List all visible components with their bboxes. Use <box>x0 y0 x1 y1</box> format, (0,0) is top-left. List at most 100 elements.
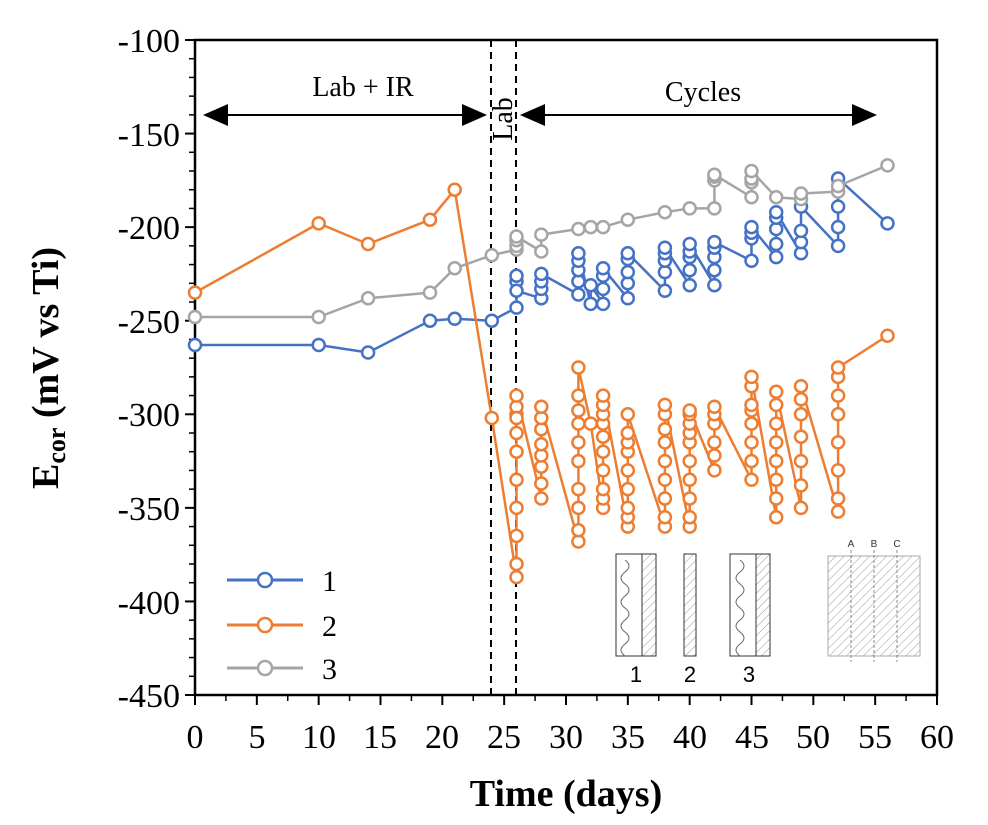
data-point-2 <box>509 556 524 572</box>
y-axis-title-rest: (mV vs Ti) <box>25 247 67 428</box>
data-point-2 <box>620 481 636 497</box>
cycles-label: Cycles <box>665 77 741 108</box>
x-tick-label: 10 <box>302 719 336 756</box>
data-point-2 <box>595 481 611 497</box>
x-axis-title: Time (days) <box>470 773 662 815</box>
data-point-2 <box>768 491 784 506</box>
data-point-2 <box>620 500 636 516</box>
data-point-1 <box>534 266 549 282</box>
data-point-1 <box>360 345 376 360</box>
specimen-1-mesh <box>620 559 630 657</box>
lab-ir-label: Lab + IR <box>312 72 414 103</box>
legend-marker-2 <box>256 616 274 634</box>
y-tick-label: -150 <box>118 117 180 154</box>
data-point-2 <box>657 453 673 469</box>
x-tick-label: 5 <box>249 719 266 756</box>
data-point-2 <box>768 472 784 488</box>
data-point-2 <box>707 463 722 478</box>
data-point-2 <box>360 236 376 252</box>
x-tick-label: 55 <box>858 719 892 756</box>
data-point-2 <box>768 416 784 431</box>
x-tick-label: 15 <box>363 719 397 756</box>
cycles-arrow-right <box>852 104 877 126</box>
data-point-1 <box>793 223 809 239</box>
data-point-1 <box>830 238 846 254</box>
data-point-1 <box>509 300 524 315</box>
data-point-3 <box>620 212 636 227</box>
x-tick-label: 0 <box>187 719 204 756</box>
data-point-1 <box>484 313 500 328</box>
data-point-2 <box>595 463 611 478</box>
data-point-1 <box>509 268 524 284</box>
specimen-1-plate <box>641 553 657 657</box>
data-point-2 <box>744 416 759 431</box>
data-point-1 <box>682 277 697 293</box>
data-point-2 <box>768 453 784 469</box>
data-point-2 <box>707 399 722 415</box>
data-point-3 <box>534 227 549 242</box>
lab-ir-arrow-right <box>462 104 487 126</box>
legend-item-3: 3 <box>227 653 337 686</box>
data-point-3 <box>880 158 895 173</box>
y-tick-label: -300 <box>118 397 180 434</box>
data-point-2 <box>682 403 697 418</box>
data-point-2 <box>311 216 326 231</box>
data-point-2 <box>571 523 586 538</box>
data-point-2 <box>830 388 846 403</box>
data-point-2 <box>534 491 549 506</box>
data-point-2 <box>768 509 784 525</box>
series-line-1 <box>195 177 889 354</box>
data-point-2 <box>595 429 611 444</box>
specimen-1-icon: 1 <box>615 553 657 687</box>
period-annotations: Lab + IR Lab Cycles <box>203 40 877 695</box>
series-3 <box>187 158 895 325</box>
data-point-2 <box>793 407 809 422</box>
data-point-1 <box>768 236 784 252</box>
data-point-2 <box>657 397 673 413</box>
data-point-2 <box>571 435 586 450</box>
y-tick-label: -450 <box>118 678 180 715</box>
data-point-1 <box>583 296 598 312</box>
x-tick-labels: 0 5 10 15 20 25 30 35 40 45 50 55 60 <box>187 719 955 756</box>
data-point-1 <box>571 246 586 261</box>
specimen-2-label: 2 <box>684 662 696 687</box>
data-point-1 <box>830 199 846 214</box>
data-point-2 <box>707 448 722 463</box>
data-point-3 <box>744 189 759 205</box>
plot-frame <box>193 38 939 697</box>
y-tick-label: -200 <box>118 210 180 247</box>
specimen-2-icon: 2 <box>683 553 697 687</box>
data-point-2 <box>534 436 549 452</box>
data-point-2 <box>484 410 500 426</box>
data-point-2 <box>830 491 846 506</box>
specimen-3-plate <box>755 553 771 657</box>
data-point-3 <box>830 178 846 194</box>
data-point-2 <box>571 500 586 516</box>
data-point-1 <box>595 281 611 297</box>
data-point-3 <box>682 201 697 216</box>
data-point-1 <box>682 236 697 252</box>
section-label-c: C <box>893 539 900 550</box>
data-point-2 <box>509 472 524 488</box>
cross-section-icon: A B C <box>827 539 921 662</box>
data-point-2 <box>880 328 895 343</box>
tick-marks <box>185 39 938 705</box>
data-point-1 <box>571 287 586 302</box>
data-point-3 <box>534 244 549 259</box>
legend: 1 2 3 <box>227 565 337 686</box>
data-point-2 <box>793 378 809 394</box>
data-point-2 <box>422 212 438 227</box>
data-point-1 <box>707 277 722 293</box>
data-point-3 <box>571 221 586 237</box>
specimen-inset: 1 2 3 A B C <box>615 539 921 687</box>
specimen-3-icon: 3 <box>729 553 771 687</box>
y-tick-label: -250 <box>118 304 180 341</box>
data-point-2 <box>768 435 784 450</box>
y-axis-title: Ecor (mV vs Ti) <box>25 247 71 489</box>
data-point-2 <box>620 407 636 422</box>
data-point-2 <box>744 369 759 385</box>
data-point-2 <box>682 509 697 525</box>
y-tick-label: -100 <box>118 23 180 60</box>
data-point-1 <box>595 296 611 312</box>
